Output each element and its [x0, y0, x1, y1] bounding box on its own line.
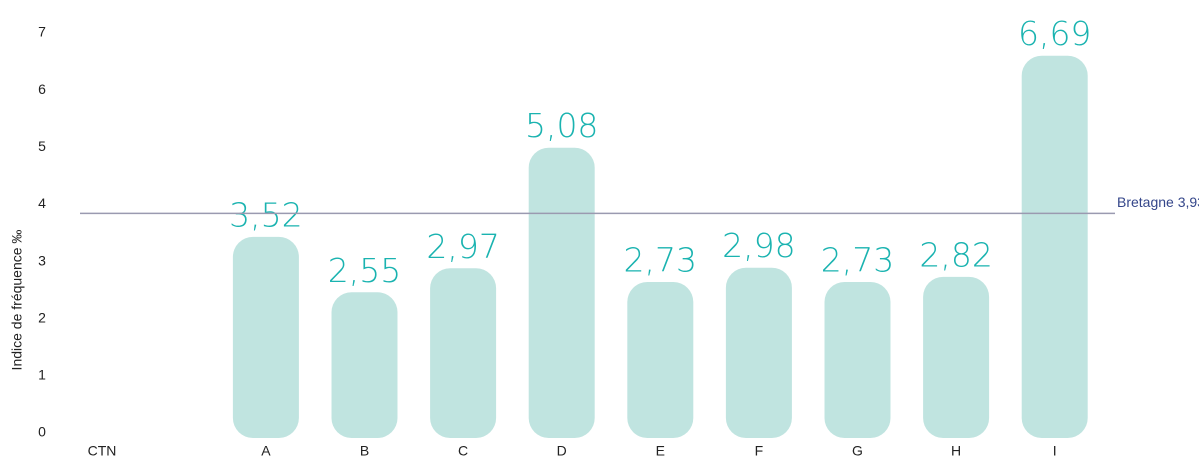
bar [331, 292, 398, 438]
value-label: 2,55 [328, 251, 401, 290]
x-tick-label: D [557, 443, 567, 459]
reference-label: Bretagne 3,93 ‰ [1117, 194, 1199, 210]
y-tick-label: 3 [38, 252, 46, 268]
bar [627, 282, 694, 438]
y-tick-label: 0 [38, 424, 46, 440]
y-axis-label: Indice de fréquence ‰ [9, 230, 25, 371]
x-tick-label: E [656, 443, 665, 459]
bar [1021, 55, 1088, 438]
y-tick-label: 7 [38, 24, 46, 40]
x-tick-label: G [852, 443, 863, 459]
bar [528, 147, 595, 438]
bar [430, 268, 497, 438]
value-label: 3,52 [229, 195, 302, 234]
x-tick-label: F [755, 443, 764, 459]
value-label: 2,97 [426, 227, 499, 266]
bar [232, 236, 299, 438]
x-tick-label: H [951, 443, 961, 459]
y-tick-label: 4 [38, 195, 46, 211]
value-label: 6,69 [1018, 14, 1091, 53]
y-tick-label: 5 [38, 138, 46, 154]
bar [923, 276, 990, 438]
bar [824, 282, 891, 438]
x-tick-label: C [458, 443, 468, 459]
y-tick-label: 2 [38, 309, 46, 325]
x-tick-label: B [360, 443, 369, 459]
x-tick-label: I [1053, 443, 1057, 459]
value-label: 5,08 [525, 106, 598, 145]
value-label: 2,82 [919, 235, 992, 274]
x-tick-label: A [261, 443, 271, 459]
x-tick-label: CTN [88, 443, 117, 459]
value-label: 2,73 [821, 241, 894, 280]
value-label: 2,98 [722, 226, 795, 265]
value-label: 2,73 [624, 241, 697, 280]
y-tick-label: 6 [38, 81, 46, 97]
bar [725, 267, 792, 438]
y-tick-label: 1 [38, 367, 46, 383]
